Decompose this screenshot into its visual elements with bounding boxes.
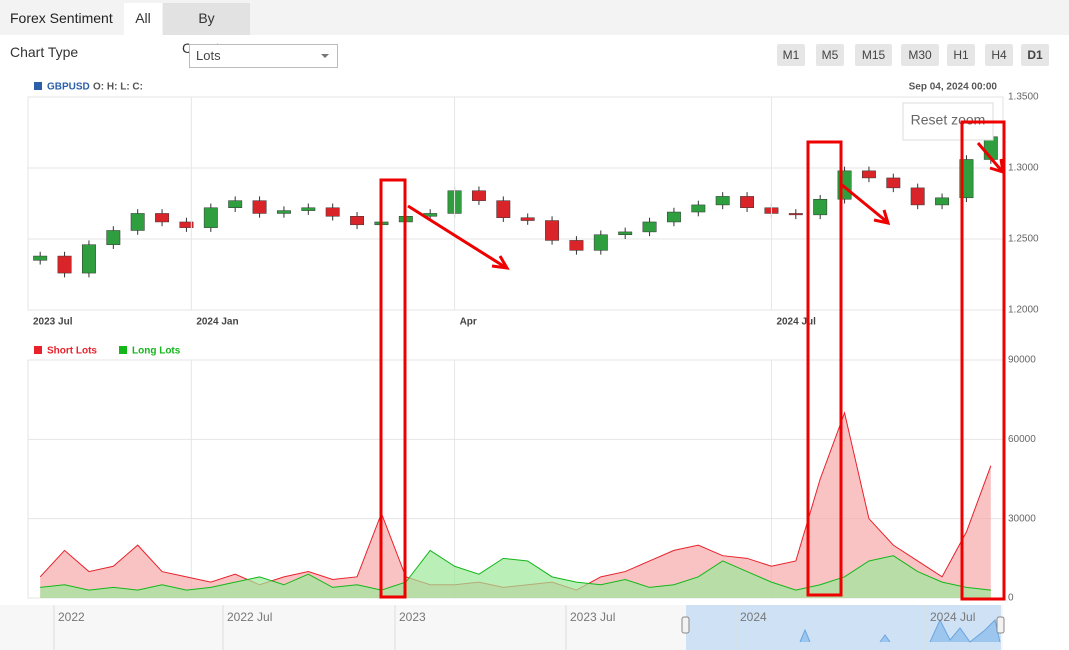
annotation-box (806, 140, 843, 597)
date-label: Sep 04, 2024 00:00 (909, 82, 998, 93)
candle-body (715, 196, 730, 206)
candle-body (740, 196, 755, 209)
x-tick-label: Apr (460, 317, 477, 328)
legend-label: GBPUSD (47, 82, 90, 93)
timeframe-button[interactable]: H4 (985, 44, 1013, 66)
candle-body (179, 221, 194, 228)
legend-swatch (119, 346, 127, 354)
y-tick-label: 1.3000 (1008, 163, 1039, 174)
candle-body (666, 211, 681, 223)
timeframe-button[interactable]: M1 (777, 44, 805, 66)
timeframe-button[interactable]: M5 (816, 44, 844, 66)
annotation-arrow (841, 183, 891, 226)
candle-body (642, 221, 657, 233)
candle-body (618, 231, 633, 235)
legend-swatch (34, 346, 42, 354)
navigator-label: 2023 (399, 610, 426, 624)
navigator-label: 2024 Jul (930, 610, 975, 624)
y-tick-label: 0 (1008, 593, 1014, 604)
y-tick-label: 90000 (1008, 355, 1036, 366)
candle-body (106, 230, 121, 245)
candle-body (325, 207, 340, 217)
candle-body (813, 198, 828, 216)
candle-body (130, 213, 145, 231)
reset-zoom-button[interactable] (902, 102, 994, 141)
annotations (379, 120, 1006, 601)
x-tick-label: 2024 Jul (776, 317, 816, 328)
candle-body (886, 177, 901, 189)
candle-body (228, 200, 243, 209)
candle-body (788, 213, 803, 216)
navigator-selection[interactable] (686, 605, 1001, 650)
navigator-label: 2024 (740, 610, 767, 624)
candle-body (861, 170, 876, 179)
chart-type-label: Chart Type (10, 44, 79, 60)
reset-zoom-label[interactable]: Reset zoom (911, 112, 986, 128)
y-tick-label: 1.2000 (1008, 305, 1039, 316)
candle-body (33, 255, 48, 261)
candle-body (57, 255, 72, 274)
y-tick-label: 60000 (1008, 434, 1036, 445)
candle-body (350, 216, 365, 226)
candle-body (203, 207, 218, 228)
legend-label: Short Lots (47, 346, 97, 357)
area-fill (40, 550, 991, 598)
candle-body (276, 210, 291, 214)
ohlc-label: O: H: L: C: (93, 82, 143, 93)
candle-body (545, 220, 560, 241)
candle-body (910, 187, 925, 206)
candle-body (471, 190, 486, 201)
legend-swatch (34, 82, 42, 90)
navigator-series (799, 618, 1001, 643)
candle-body (155, 213, 170, 223)
navigator-label: 2022 Jul (227, 610, 272, 624)
navigator-label: 2023 Jul (570, 610, 615, 624)
page-title: Forex Sentiment (10, 10, 113, 26)
candle-body (301, 207, 316, 211)
candle-body (252, 200, 267, 214)
candle-body (691, 204, 706, 213)
timeframe-button[interactable]: M30 (901, 44, 939, 66)
annotation-box (960, 120, 1006, 601)
chart-type-select[interactable]: Lots (189, 44, 338, 68)
y-tick-label: 30000 (1008, 513, 1036, 524)
candle-body (81, 244, 96, 274)
timeframe-button[interactable]: H1 (947, 44, 975, 66)
tab-all[interactable]: All (124, 3, 162, 35)
x-tick-label: 2024 Jan (196, 317, 238, 328)
annotation-box (379, 178, 407, 599)
plot-frame (27, 96, 1004, 311)
candle-body (496, 200, 511, 218)
candle-body (569, 240, 584, 251)
x-tick-label: 2023 Jul (33, 317, 73, 328)
annotation-arrow (407, 204, 510, 270)
y-tick-label: 1.2500 (1008, 234, 1039, 245)
y-tick-label: 1.3500 (1008, 92, 1039, 103)
area-line (40, 549, 991, 591)
timeframe-button[interactable]: M15 (855, 44, 892, 66)
candle-body (935, 197, 950, 206)
navigator-label: 2022 (58, 610, 85, 624)
legend-label: Long Lots (132, 346, 181, 357)
timeframe-button[interactable]: D1 (1021, 44, 1049, 66)
annotation-arrow (976, 142, 1005, 175)
navigator-handle[interactable] (996, 616, 1005, 634)
candle-body (520, 217, 535, 221)
candle-body (593, 234, 608, 251)
navigator-handle[interactable] (681, 616, 690, 634)
